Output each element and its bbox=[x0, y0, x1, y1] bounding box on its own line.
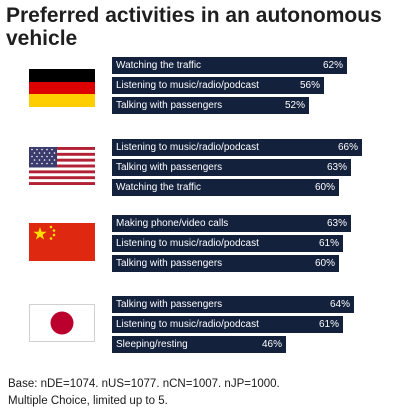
bar-label: Listening to music/radio/podcast bbox=[116, 319, 259, 330]
bar-value: 56% bbox=[299, 80, 320, 91]
footnote-method: Multiple Choice, limited up to 5. bbox=[8, 395, 168, 407]
bar: Talking with passengers 63% bbox=[112, 159, 351, 176]
bar-label: Talking with passengers bbox=[116, 100, 223, 111]
bar-value: 63% bbox=[326, 162, 347, 173]
bar-label: Watching the traffic bbox=[116, 182, 202, 193]
bar-label: Talking with passengers bbox=[116, 162, 223, 173]
bar: Sleeping/resting 46% bbox=[112, 336, 286, 353]
bar-value: 62% bbox=[322, 60, 343, 71]
bar-value: 60% bbox=[314, 258, 335, 269]
bar: Listening to music/radio/podcast 66% bbox=[112, 139, 362, 156]
bar-value: 64% bbox=[329, 299, 350, 310]
bar: Listening to music/radio/podcast 61% bbox=[112, 235, 343, 252]
bar-value: 61% bbox=[318, 238, 339, 249]
bar-value: 66% bbox=[337, 142, 358, 153]
usa-flag-icon bbox=[29, 147, 95, 185]
china-flag-icon bbox=[29, 223, 95, 261]
chart-title: Preferred activities in an autonomous ve… bbox=[6, 4, 382, 50]
bar: Talking with passengers 64% bbox=[112, 296, 354, 313]
bar: Watching the traffic 62% bbox=[112, 57, 347, 74]
bar-value: 63% bbox=[326, 218, 347, 229]
japan-flag-icon bbox=[29, 304, 95, 342]
bar: Talking with passengers 60% bbox=[112, 255, 339, 272]
bar-value: 60% bbox=[314, 182, 335, 193]
bar-label: Listening to music/radio/podcast bbox=[116, 238, 259, 249]
bar: Listening to music/radio/podcast 61% bbox=[112, 316, 343, 333]
bar-value: 52% bbox=[284, 100, 305, 111]
bar-label: Making phone/video calls bbox=[116, 218, 229, 229]
germany-flag-icon bbox=[29, 69, 95, 107]
bar-label: Talking with passengers bbox=[116, 258, 223, 269]
bar-label: Talking with passengers bbox=[116, 299, 223, 310]
bar: Watching the traffic 60% bbox=[112, 179, 339, 196]
bar-value: 61% bbox=[318, 319, 339, 330]
bar: Listening to music/radio/podcast 56% bbox=[112, 77, 324, 94]
bar: Talking with passengers 52% bbox=[112, 97, 309, 114]
bar-label: Sleeping/resting bbox=[116, 339, 188, 350]
bar: Making phone/video calls 63% bbox=[112, 215, 351, 232]
footnote-base: Base: nDE=1074. nUS=1077. nCN=1007. nJP=… bbox=[8, 378, 280, 390]
bar-label: Watching the traffic bbox=[116, 60, 202, 71]
bar-label: Listening to music/radio/podcast bbox=[116, 80, 259, 91]
bar-label: Listening to music/radio/podcast bbox=[116, 142, 259, 153]
bar-value: 46% bbox=[261, 339, 282, 350]
